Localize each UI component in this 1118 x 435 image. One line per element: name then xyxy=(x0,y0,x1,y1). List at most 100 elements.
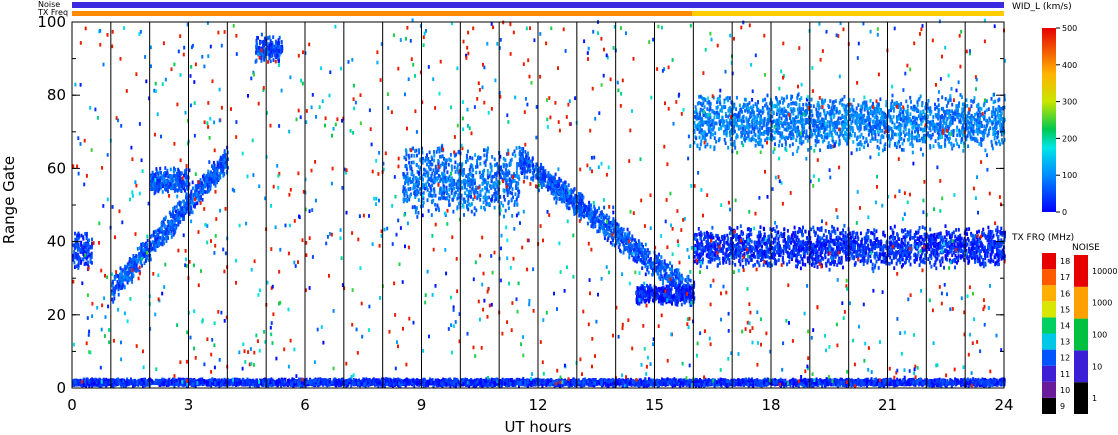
data-point xyxy=(86,255,89,260)
data-point xyxy=(177,209,179,214)
data-point xyxy=(551,184,554,188)
data-point xyxy=(917,250,920,255)
data-point xyxy=(514,153,517,158)
data-point xyxy=(77,263,80,267)
data-point xyxy=(178,210,181,215)
data-point xyxy=(744,262,747,266)
data-point xyxy=(502,156,505,161)
data-point xyxy=(760,258,762,262)
data-point xyxy=(432,177,435,182)
data-point xyxy=(588,200,591,205)
data-point xyxy=(126,264,129,269)
data-point xyxy=(128,260,131,265)
data-point xyxy=(449,153,452,157)
data-point xyxy=(567,183,570,187)
data-point xyxy=(131,280,134,284)
data-point xyxy=(669,261,672,265)
data-point xyxy=(201,189,204,194)
data-point xyxy=(433,150,435,154)
data-point xyxy=(117,274,120,278)
data-point xyxy=(78,246,80,251)
data-point xyxy=(559,191,562,196)
data-point xyxy=(918,263,921,267)
data-point xyxy=(718,261,721,265)
data-point xyxy=(518,163,521,168)
data-point xyxy=(908,259,911,263)
data-point xyxy=(416,153,418,158)
data-point xyxy=(111,291,114,296)
data-point xyxy=(547,172,550,177)
data-point xyxy=(224,160,227,165)
data-point xyxy=(475,165,477,169)
data-point xyxy=(213,163,216,168)
data-point xyxy=(218,159,221,163)
data-point xyxy=(409,164,411,169)
data-point xyxy=(619,248,621,253)
data-point xyxy=(154,242,157,246)
data-point xyxy=(216,171,218,176)
data-point xyxy=(642,255,645,259)
data-point xyxy=(280,40,283,44)
data-point xyxy=(672,278,675,283)
data-point xyxy=(82,244,85,249)
data-point xyxy=(482,172,485,176)
data-point xyxy=(832,247,835,252)
data-point xyxy=(81,257,84,262)
data-point xyxy=(208,181,211,185)
data-point xyxy=(430,173,433,178)
txfreq-strip-late xyxy=(692,11,1004,16)
data-point xyxy=(158,238,161,243)
data-point xyxy=(593,220,596,224)
data-point xyxy=(664,265,667,270)
data-point xyxy=(199,178,202,182)
data-point xyxy=(185,207,188,211)
data-point xyxy=(678,295,681,300)
data-point xyxy=(161,182,164,186)
data-point xyxy=(128,277,131,282)
data-point xyxy=(486,187,489,192)
data-point xyxy=(156,233,159,237)
data-point xyxy=(221,169,224,173)
data-point xyxy=(611,238,614,243)
data-point xyxy=(635,291,638,295)
data-point xyxy=(510,197,513,202)
data-point xyxy=(414,210,417,215)
data-point xyxy=(437,158,440,163)
data-point xyxy=(438,196,440,201)
data-point xyxy=(673,269,676,273)
data-point xyxy=(873,228,876,232)
data-point xyxy=(201,191,204,196)
data-point xyxy=(624,232,627,236)
data-point xyxy=(491,155,494,159)
data-point xyxy=(269,42,272,46)
data-point xyxy=(177,182,180,187)
data-point xyxy=(143,261,146,266)
data-point xyxy=(151,187,153,191)
data-point xyxy=(166,219,169,224)
data-point xyxy=(195,188,198,193)
data-point xyxy=(442,172,445,177)
data-point xyxy=(178,175,181,180)
data-point xyxy=(541,176,544,181)
data-point xyxy=(80,240,83,245)
data-point xyxy=(468,167,471,172)
data-point xyxy=(191,186,194,191)
data-point xyxy=(479,162,482,166)
data-point xyxy=(158,243,161,247)
data-point xyxy=(198,195,201,200)
data-point xyxy=(525,154,528,159)
txfreq-strip-label: TX Freq xyxy=(37,8,68,17)
data-point xyxy=(636,259,638,264)
data-point xyxy=(216,164,219,169)
data-point xyxy=(212,160,215,165)
data-point xyxy=(466,199,469,204)
data-point xyxy=(417,181,420,185)
data-point xyxy=(661,298,663,302)
data-point xyxy=(134,257,137,262)
data-point xyxy=(182,199,185,204)
data-point xyxy=(182,217,185,221)
data-point xyxy=(201,185,204,190)
data-point xyxy=(179,201,182,205)
data-point xyxy=(218,172,221,176)
data-point xyxy=(205,174,208,179)
